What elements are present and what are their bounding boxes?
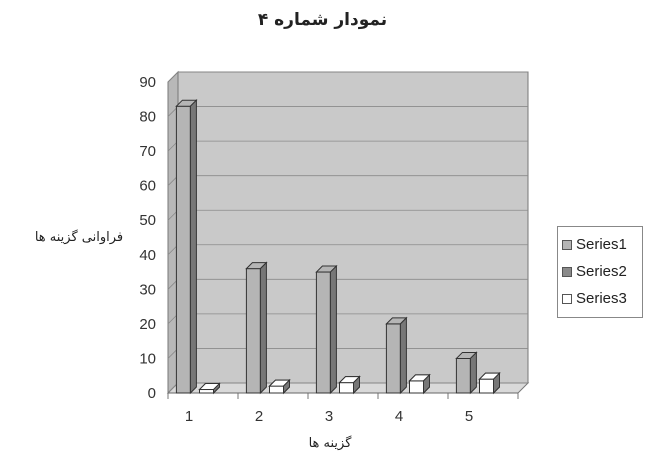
- y-tick-label: 20: [139, 316, 156, 333]
- gridline: [167, 71, 528, 83]
- chart-title: نمودار شماره ۴: [257, 10, 388, 30]
- x-tick-label: 4: [395, 408, 403, 425]
- y-axis-label: فراوانی گزینه ها: [34, 230, 124, 245]
- legend-item-series3: Series3: [562, 285, 638, 312]
- bar-series3: [478, 371, 501, 395]
- x-tick-label: 5: [465, 408, 473, 425]
- bar-series1: [315, 264, 338, 395]
- legend-label-series2: Series2: [576, 263, 627, 280]
- y-tick-label: 10: [139, 350, 156, 367]
- chart-legend: Series1 Series2 Series3: [557, 226, 643, 318]
- bar-series3: [268, 378, 291, 395]
- bar-series1: [455, 351, 478, 395]
- y-tick-label: 80: [139, 109, 156, 126]
- bar-series1: [175, 98, 198, 395]
- legend-item-series2: Series2: [562, 258, 638, 285]
- legend-item-series1: Series1: [562, 231, 638, 258]
- y-tick-label: 90: [139, 74, 156, 91]
- legend-swatch-series3: [562, 293, 572, 304]
- legend-label-series1: Series1: [576, 236, 627, 253]
- y-tick-label: 50: [139, 212, 156, 229]
- bar-series1: [385, 316, 408, 395]
- x-axis-label: گزینه ها: [308, 436, 352, 451]
- y-tick-label: 0: [148, 385, 156, 402]
- plot-back-wall: [177, 71, 529, 384]
- y-tick-label: 40: [139, 247, 156, 264]
- x-tick-label: 1: [185, 408, 193, 425]
- y-tick-label: 70: [139, 143, 156, 160]
- bar-series3: [198, 382, 221, 395]
- x-tick-label: 2: [255, 408, 263, 425]
- legend-label-series3: Series3: [576, 290, 627, 307]
- bar-series1: [245, 261, 268, 395]
- bar-series3: [408, 373, 431, 395]
- y-tick-label: 60: [139, 178, 156, 195]
- legend-swatch-series1: [562, 239, 572, 250]
- y-tick-label: 30: [139, 281, 156, 298]
- bar-series3: [338, 375, 361, 395]
- x-tick-label: 3: [325, 408, 333, 425]
- legend-swatch-series2: [562, 266, 572, 277]
